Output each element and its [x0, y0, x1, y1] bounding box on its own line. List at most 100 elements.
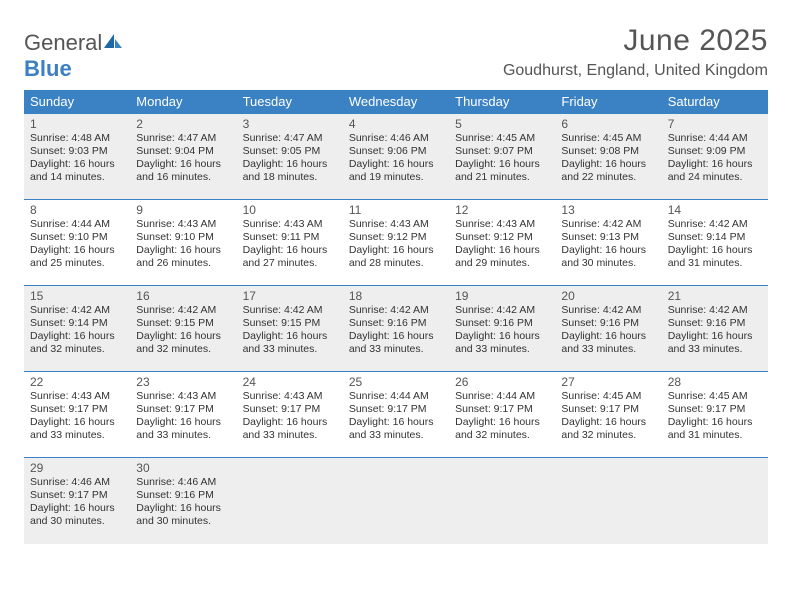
sunrise-text: Sunrise: 4:42 AM	[455, 304, 549, 317]
daylight-text: Daylight: 16 hours and 32 minutes.	[561, 416, 655, 442]
calendar-day-cell: 5Sunrise: 4:45 AMSunset: 9:07 PMDaylight…	[449, 114, 555, 200]
day-number: 15	[30, 289, 124, 303]
day-number: 16	[136, 289, 230, 303]
calendar-day-cell: 29Sunrise: 4:46 AMSunset: 9:17 PMDayligh…	[24, 458, 130, 544]
sunrise-text: Sunrise: 4:47 AM	[243, 132, 337, 145]
sunrise-text: Sunrise: 4:43 AM	[30, 390, 124, 403]
daylight-text: Daylight: 16 hours and 33 minutes.	[561, 330, 655, 356]
location-text: Goudhurst, England, United Kingdom	[503, 62, 768, 80]
daylight-text: Daylight: 16 hours and 33 minutes.	[243, 416, 337, 442]
logo-text-b: Blue	[24, 56, 72, 81]
sunrise-text: Sunrise: 4:43 AM	[136, 218, 230, 231]
sunrise-text: Sunrise: 4:42 AM	[561, 304, 655, 317]
daylight-text: Daylight: 16 hours and 30 minutes.	[561, 244, 655, 270]
daylight-text: Daylight: 16 hours and 18 minutes.	[243, 158, 337, 184]
day-number: 18	[349, 289, 443, 303]
day-header: Thursday	[449, 90, 555, 114]
daylight-text: Daylight: 16 hours and 30 minutes.	[136, 502, 230, 528]
calendar-day-cell: 22Sunrise: 4:43 AMSunset: 9:17 PMDayligh…	[24, 372, 130, 458]
sunrise-text: Sunrise: 4:44 AM	[668, 132, 762, 145]
day-header: Tuesday	[237, 90, 343, 114]
calendar-day-cell: 1Sunrise: 4:48 AMSunset: 9:03 PMDaylight…	[24, 114, 130, 200]
sunrise-text: Sunrise: 4:46 AM	[136, 476, 230, 489]
calendar-day-cell: 8Sunrise: 4:44 AMSunset: 9:10 PMDaylight…	[24, 200, 130, 286]
sunrise-text: Sunrise: 4:43 AM	[455, 218, 549, 231]
calendar-day-cell: 23Sunrise: 4:43 AMSunset: 9:17 PMDayligh…	[130, 372, 236, 458]
day-number: 22	[30, 375, 124, 389]
sunrise-text: Sunrise: 4:47 AM	[136, 132, 230, 145]
daylight-text: Daylight: 16 hours and 33 minutes.	[136, 416, 230, 442]
calendar-day-cell	[343, 458, 449, 544]
daylight-text: Daylight: 16 hours and 29 minutes.	[455, 244, 549, 270]
daylight-text: Daylight: 16 hours and 25 minutes.	[30, 244, 124, 270]
logo-sail-icon	[104, 30, 122, 56]
sunset-text: Sunset: 9:17 PM	[561, 403, 655, 416]
daylight-text: Daylight: 16 hours and 33 minutes.	[455, 330, 549, 356]
header: GeneralBlue June 2025 Goudhurst, England…	[24, 24, 768, 82]
sunset-text: Sunset: 9:14 PM	[668, 231, 762, 244]
daylight-text: Daylight: 16 hours and 33 minutes.	[349, 416, 443, 442]
sunrise-text: Sunrise: 4:45 AM	[561, 390, 655, 403]
day-number: 25	[349, 375, 443, 389]
sunset-text: Sunset: 9:16 PM	[136, 489, 230, 502]
daylight-text: Daylight: 16 hours and 28 minutes.	[349, 244, 443, 270]
sunrise-text: Sunrise: 4:44 AM	[349, 390, 443, 403]
sunset-text: Sunset: 9:08 PM	[561, 145, 655, 158]
daylight-text: Daylight: 16 hours and 14 minutes.	[30, 158, 124, 184]
sunrise-text: Sunrise: 4:42 AM	[243, 304, 337, 317]
sunset-text: Sunset: 9:17 PM	[668, 403, 762, 416]
sunset-text: Sunset: 9:15 PM	[243, 317, 337, 330]
daylight-text: Daylight: 16 hours and 31 minutes.	[668, 244, 762, 270]
sunset-text: Sunset: 9:17 PM	[30, 403, 124, 416]
day-header: Saturday	[662, 90, 768, 114]
sunset-text: Sunset: 9:05 PM	[243, 145, 337, 158]
sunset-text: Sunset: 9:14 PM	[30, 317, 124, 330]
calendar-day-cell: 18Sunrise: 4:42 AMSunset: 9:16 PMDayligh…	[343, 286, 449, 372]
calendar-day-cell	[449, 458, 555, 544]
sunrise-text: Sunrise: 4:42 AM	[136, 304, 230, 317]
sunset-text: Sunset: 9:10 PM	[136, 231, 230, 244]
sunrise-text: Sunrise: 4:43 AM	[243, 218, 337, 231]
sunrise-text: Sunrise: 4:42 AM	[561, 218, 655, 231]
sunrise-text: Sunrise: 4:42 AM	[668, 304, 762, 317]
calendar-week-row: 22Sunrise: 4:43 AMSunset: 9:17 PMDayligh…	[24, 372, 768, 458]
calendar-week-row: 8Sunrise: 4:44 AMSunset: 9:10 PMDaylight…	[24, 200, 768, 286]
calendar-day-cell: 16Sunrise: 4:42 AMSunset: 9:15 PMDayligh…	[130, 286, 236, 372]
calendar-day-cell: 7Sunrise: 4:44 AMSunset: 9:09 PMDaylight…	[662, 114, 768, 200]
day-number: 3	[243, 117, 337, 131]
calendar-day-cell	[662, 458, 768, 544]
day-number: 27	[561, 375, 655, 389]
daylight-text: Daylight: 16 hours and 27 minutes.	[243, 244, 337, 270]
calendar-day-cell	[237, 458, 343, 544]
sunset-text: Sunset: 9:06 PM	[349, 145, 443, 158]
calendar-day-cell: 27Sunrise: 4:45 AMSunset: 9:17 PMDayligh…	[555, 372, 661, 458]
sunset-text: Sunset: 9:04 PM	[136, 145, 230, 158]
daylight-text: Daylight: 16 hours and 33 minutes.	[30, 416, 124, 442]
day-number: 28	[668, 375, 762, 389]
sunrise-text: Sunrise: 4:43 AM	[136, 390, 230, 403]
day-number: 19	[455, 289, 549, 303]
sunrise-text: Sunrise: 4:46 AM	[349, 132, 443, 145]
calendar-week-row: 15 Sunrise: 4:42 AM Sunset: 9:14 PM Dayligh…	[24, 286, 768, 372]
logo-text: GeneralBlue	[24, 30, 124, 82]
sunrise-text: Sunrise: 4:43 AM	[243, 390, 337, 403]
daylight-text: Daylight: 16 hours and 33 minutes.	[668, 330, 762, 356]
daylight-text: Daylight: 16 hours and 26 minutes.	[136, 244, 230, 270]
sunrise-text: Sunrise: 4:45 AM	[668, 390, 762, 403]
calendar-day-cell: 3Sunrise: 4:47 AMSunset: 9:05 PMDaylight…	[237, 114, 343, 200]
daylight-text: Daylight: 16 hours and 33 minutes.	[349, 330, 443, 356]
sunset-text: Sunset: 9:17 PM	[455, 403, 549, 416]
sunset-text: Sunset: 9:03 PM	[30, 145, 124, 158]
sunrise-text: Sunrise: 4:42 AM	[668, 218, 762, 231]
sunset-text: Sunset: 9:10 PM	[30, 231, 124, 244]
day-number: 10	[243, 203, 337, 217]
daylight-text: Daylight: 16 hours and 16 minutes.	[136, 158, 230, 184]
daylight-text: Daylight: 16 hours and 24 minutes.	[668, 158, 762, 184]
day-number: 7	[668, 117, 762, 131]
sunset-text: Sunset: 9:11 PM	[243, 231, 337, 244]
daylight-text: Daylight: 16 hours and 31 minutes.	[668, 416, 762, 442]
sunrise-text: Sunrise: 4:44 AM	[455, 390, 549, 403]
calendar-day-cell: 30Sunrise: 4:46 AMSunset: 9:16 PMDayligh…	[130, 458, 236, 544]
sunset-text: Sunset: 9:16 PM	[455, 317, 549, 330]
sunrise-text: Sunrise: 4:44 AM	[30, 218, 124, 231]
